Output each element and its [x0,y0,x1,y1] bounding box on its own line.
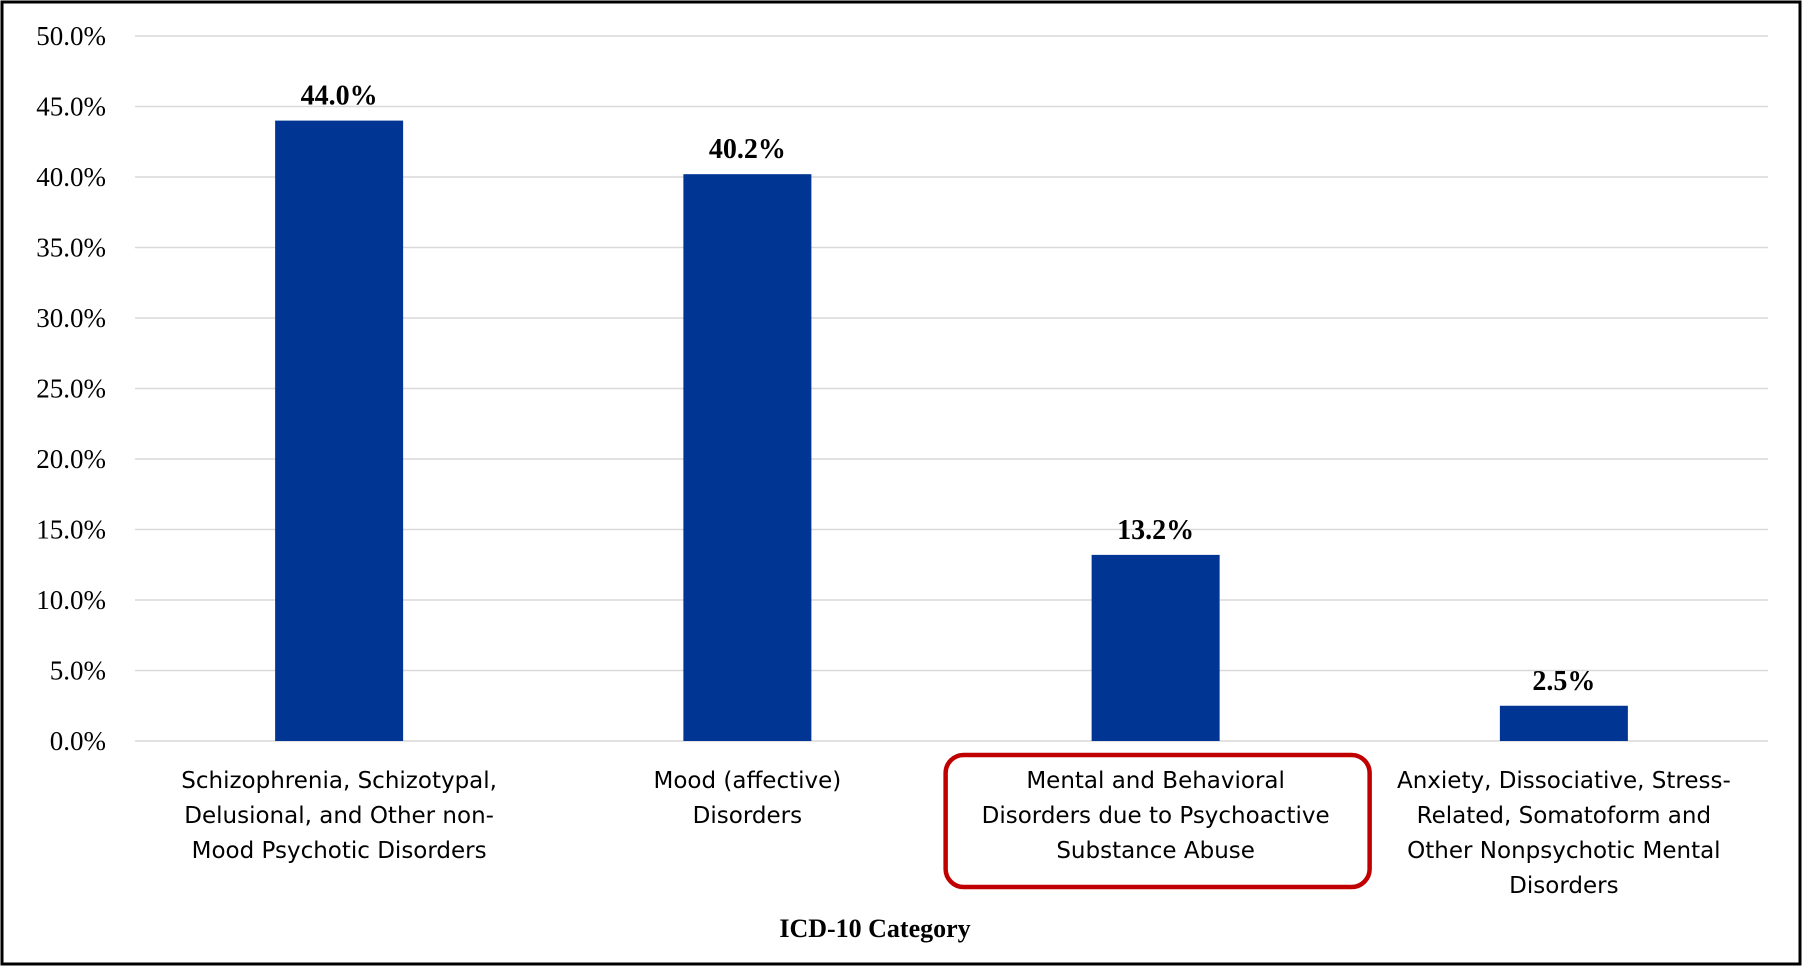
x-tick-label-line: Anxiety, Dissociative, Stress- [1397,768,1731,794]
data-label: 40.2% [709,134,786,165]
bar [1499,705,1628,741]
y-tick-label: 30.0% [36,303,106,333]
x-tick-label-line: Mental and Behavioral [1026,768,1285,794]
x-tick-label-line: Delusional, and Other non- [184,803,494,829]
bar [275,120,404,742]
y-tick-label: 35.0% [36,233,106,263]
y-tick-label: 20.0% [36,444,106,474]
y-tick-label: 0.0% [50,726,106,756]
bar [1091,554,1220,741]
data-label: 44.0% [301,81,378,112]
y-tick-label: 25.0% [36,374,106,404]
y-axis-tick-labels: 0.0% 5.0% 10.0% 15.0% 20.0% 25.0% 30.0% 35.0% 40… [36,21,106,756]
x-tick-label: Anxiety, Dissociative, Stress- Related, S… [1397,768,1731,899]
y-tick-label: 50.0% [36,21,106,51]
x-tick-label: Schizophrenia, Schizotypal, Delusional, a… [181,768,497,864]
y-tick-label: 10.0% [36,585,106,615]
data-label: 13.2% [1117,515,1194,546]
x-tick-label-line: Other Nonpsychotic Mental [1407,838,1720,864]
highlight-box [943,752,1372,890]
x-tick-label-line: Disorders [693,803,802,829]
data-labels: 44.0% 40.2% 13.2% 2.5% [301,81,1596,697]
x-tick-label: Mood (affective) Disorders [653,768,841,829]
y-tick-label: 5.0% [50,656,106,686]
x-tick-label-line: Related, Somatoform and [1417,803,1711,829]
x-axis-category-labels: Schizophrenia, Schizotypal, Delusional, a… [181,768,1730,899]
bar [683,174,812,741]
x-tick-label: Mental and Behavioral Disorders due to Ps… [982,768,1330,864]
x-tick-label-line: Schizophrenia, Schizotypal, [181,768,497,794]
gridlines [135,35,1768,742]
y-tick-label: 45.0% [36,92,106,122]
x-axis-title: ICD-10 Category [779,914,970,943]
x-tick-label-line: Substance Abuse [1056,838,1255,864]
x-tick-label-line: Disorders due to Psychoactive [982,803,1330,829]
data-label: 2.5% [1532,666,1595,697]
highlight-layer [943,752,1372,890]
x-tick-label-line: Mood Psychotic Disorders [192,838,487,864]
y-tick-label: 15.0% [36,515,106,545]
x-tick-label-line: Disorders [1509,873,1618,899]
x-tick-label-line: Mood (affective) [653,768,841,794]
y-tick-label: 40.0% [36,162,106,192]
bars [275,120,1628,742]
